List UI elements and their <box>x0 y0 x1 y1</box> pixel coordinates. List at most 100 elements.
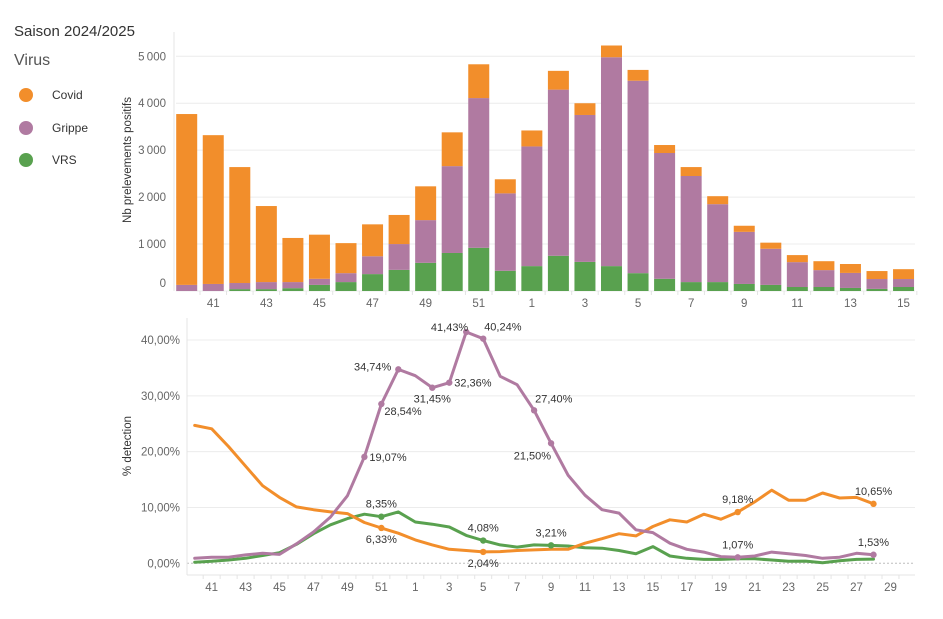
bar-vrs-week-47[interactable] <box>362 274 384 291</box>
point-covid-week-42[interactable] <box>225 443 233 451</box>
bar-grippe-week-15[interactable] <box>893 279 915 288</box>
point-grippe-week-25[interactable] <box>819 554 827 562</box>
marker-vrs-week-5[interactable] <box>479 537 487 544</box>
point-covid-week-44[interactable] <box>259 482 267 490</box>
bar-covid-week-44[interactable] <box>282 237 304 283</box>
point-vrs-week-12[interactable] <box>598 544 606 552</box>
marker-grippe-week-2[interactable] <box>429 384 436 391</box>
bar-grippe-week-46[interactable] <box>335 273 357 283</box>
bar-grippe-week-2[interactable] <box>547 89 569 256</box>
point-vrs-week-50[interactable] <box>360 510 368 518</box>
bar-covid-week-14[interactable] <box>866 271 888 280</box>
point-covid-week-46[interactable] <box>293 503 301 511</box>
bar-vrs-week-45[interactable] <box>308 284 330 291</box>
bar-covid-week-13[interactable] <box>839 264 861 273</box>
bar-covid-week-49[interactable] <box>415 186 437 221</box>
marker-covid-week-28[interactable] <box>870 500 877 508</box>
bar-vrs-week-43[interactable] <box>255 289 277 291</box>
point-grippe-week-43[interactable] <box>242 551 250 559</box>
point-covid-week-8[interactable] <box>530 546 538 554</box>
marker-covid-week-51[interactable] <box>378 524 385 532</box>
bar-grippe-week-41[interactable] <box>202 283 224 291</box>
point-vrs-week-13[interactable] <box>615 546 623 554</box>
point-covid-week-17[interactable] <box>683 518 691 526</box>
bar-grippe-week-13[interactable] <box>839 272 861 288</box>
legend-item-vrs[interactable]: VRS <box>19 153 77 167</box>
bar-vrs-week-5[interactable] <box>627 273 649 291</box>
point-covid-week-45[interactable] <box>276 493 284 501</box>
bar-vrs-week-10[interactable] <box>760 284 782 291</box>
bar-vrs-week-48[interactable] <box>388 269 410 291</box>
bar-vrs-week-42[interactable] <box>229 289 251 291</box>
bar-covid-week-47[interactable] <box>362 224 384 257</box>
point-covid-week-40[interactable] <box>191 421 199 429</box>
bar-covid-week-15[interactable] <box>893 269 915 280</box>
bar-vrs-week-1[interactable] <box>521 266 543 291</box>
point-grippe-week-14[interactable] <box>632 526 640 534</box>
marker-grippe-week-8[interactable] <box>530 407 538 414</box>
line-covid[interactable] <box>193 423 875 554</box>
bar-covid-week-10[interactable] <box>760 242 782 249</box>
bar-vrs-week-11[interactable] <box>786 287 808 291</box>
bar-grippe-week-11[interactable] <box>786 262 808 288</box>
bar-covid-week-45[interactable] <box>308 234 330 279</box>
bar-vrs-week-8[interactable] <box>707 282 729 291</box>
bar-covid-week-5[interactable] <box>627 69 649 81</box>
point-grippe-week-19[interactable] <box>717 553 725 561</box>
bar-grippe-week-42[interactable] <box>229 283 251 290</box>
point-covid-week-10[interactable] <box>564 545 572 553</box>
marker-vrs-week-51[interactable] <box>378 513 385 520</box>
bar-vrs-week-44[interactable] <box>282 288 304 291</box>
marker-grippe-week-20[interactable] <box>734 554 741 561</box>
bar-grippe-week-6[interactable] <box>654 152 676 279</box>
point-grippe-week-41[interactable] <box>208 553 216 561</box>
point-covid-week-11[interactable] <box>581 539 589 547</box>
bar-vrs-week-12[interactable] <box>813 287 835 291</box>
bar-covid-week-52[interactable] <box>494 179 516 194</box>
bar-grippe-week-51[interactable] <box>468 98 490 248</box>
point-covid-week-24[interactable] <box>802 496 810 504</box>
point-covid-week-3[interactable] <box>445 545 453 553</box>
point-grippe-week-27[interactable] <box>853 549 861 557</box>
bar-vrs-week-3[interactable] <box>574 261 596 291</box>
bar-covid-week-50[interactable] <box>441 132 463 167</box>
point-grippe-week-18[interactable] <box>700 548 708 556</box>
bar-grippe-week-47[interactable] <box>362 256 384 275</box>
point-grippe-week-13[interactable] <box>615 509 623 517</box>
point-covid-week-18[interactable] <box>700 510 708 518</box>
point-covid-week-26[interactable] <box>836 494 844 502</box>
point-vrs-week-15[interactable] <box>649 543 657 551</box>
bar-covid-week-9[interactable] <box>733 225 755 232</box>
marker-covid-week-5[interactable] <box>479 548 487 556</box>
point-vrs-week-14[interactable] <box>632 550 640 558</box>
point-vrs-week-17[interactable] <box>683 554 691 562</box>
bar-covid-week-2[interactable] <box>547 70 569 90</box>
bar-vrs-week-7[interactable] <box>680 282 702 291</box>
point-grippe-week-7[interactable] <box>513 381 521 389</box>
bar-covid-week-43[interactable] <box>255 206 277 283</box>
bar-grippe-week-50[interactable] <box>441 166 463 253</box>
point-vrs-week-18[interactable] <box>700 555 708 563</box>
marker-grippe-week-5[interactable] <box>479 335 487 342</box>
bar-covid-week-48[interactable] <box>388 214 410 245</box>
bar-grippe-week-5[interactable] <box>627 80 649 274</box>
bar-covid-week-1[interactable] <box>521 130 543 147</box>
bar-vrs-week-4[interactable] <box>601 266 622 291</box>
legend-item-covid[interactable]: Covid <box>19 88 83 102</box>
point-covid-week-49[interactable] <box>343 510 351 518</box>
marker-covid-week-20[interactable] <box>734 508 741 516</box>
point-vrs-week-48[interactable] <box>326 521 334 529</box>
bar-covid-week-12[interactable] <box>813 261 835 271</box>
bar-grippe-week-49[interactable] <box>415 220 437 263</box>
point-grippe-week-1[interactable] <box>411 372 419 380</box>
marker-grippe-week-51[interactable] <box>378 400 385 408</box>
point-covid-week-22[interactable] <box>768 486 776 494</box>
point-grippe-week-26[interactable] <box>836 553 844 561</box>
bar-grippe-week-4[interactable] <box>601 57 622 267</box>
point-vrs-week-23[interactable] <box>785 557 793 565</box>
bar-grippe-week-44[interactable] <box>282 282 304 289</box>
bar-covid-week-8[interactable] <box>707 196 729 205</box>
bar-vrs-week-46[interactable] <box>335 282 357 291</box>
point-grippe-week-48[interactable] <box>326 513 334 521</box>
point-covid-week-23[interactable] <box>785 496 793 504</box>
